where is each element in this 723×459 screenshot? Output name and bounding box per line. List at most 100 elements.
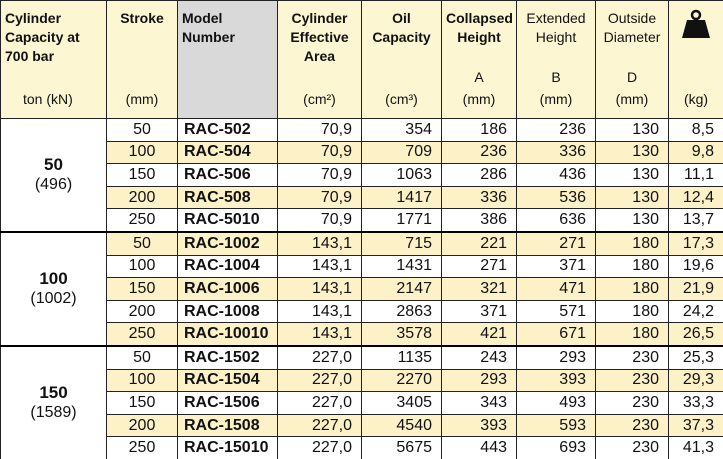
data-cell: 2147 (361, 277, 442, 301)
data-cell: 5675 (361, 436, 442, 459)
header-unit: (kg) (683, 91, 709, 107)
header-title: Collapsed Height (446, 10, 513, 45)
capacity-cell: 50 (496) (0, 117, 107, 233)
data-cell: 100 (106, 368, 178, 393)
data-cell: 230 (595, 436, 669, 459)
data-cell: 130 (595, 163, 669, 187)
data-cell: 230 (595, 368, 669, 393)
data-cell: 150 (106, 391, 178, 415)
data-cell: RAC-506 (177, 163, 278, 187)
header-cell: Outside Diameter D (mm) (595, 0, 669, 119)
data-cell: 243 (441, 344, 517, 370)
data-cell: 50 (106, 118, 178, 142)
data-cell: 2863 (361, 299, 442, 324)
data-cell: 26,5 (668, 322, 723, 347)
data-cell: 250 (106, 208, 178, 233)
header-row: Cylinder Capacity at 700 bar ton (kN) Stro… (0, 0, 723, 119)
data-cell: 180 (595, 277, 669, 301)
data-cell: 271 (441, 254, 517, 279)
header-title: Oil Capacity (372, 10, 431, 45)
data-cell: 3578 (361, 322, 442, 347)
data-cell: 293 (441, 368, 517, 393)
data-cell: 130 (595, 208, 669, 233)
data-cell: 709 (361, 140, 442, 165)
data-cell: 236 (441, 140, 517, 165)
data-cell: 336 (441, 185, 517, 210)
weight-icon-svg (682, 9, 710, 38)
data-cell: 9,8 (668, 140, 723, 165)
data-cell: 21,9 (668, 277, 723, 301)
data-cell: 221 (441, 230, 517, 256)
data-cell: RAC-504 (177, 140, 278, 165)
table-row: 150 RAC-506 70,9 1063 286 436 130 11,1 (1, 163, 723, 187)
data-cell: RAC-1504 (177, 368, 278, 393)
data-cell: 343 (441, 391, 517, 415)
header-unit: (mm) (462, 91, 496, 107)
data-cell: 180 (595, 230, 669, 256)
data-cell: 143,1 (277, 277, 362, 301)
data-cell: 130 (595, 118, 669, 142)
data-cell: 70,9 (277, 140, 362, 165)
data-cell: 230 (595, 344, 669, 370)
data-cell: 3405 (361, 391, 442, 415)
data-cell: 671 (516, 322, 596, 347)
table-row: 100 RAC-1004 143,1 1431 271 371 180 19,6 (1, 254, 723, 279)
data-cell: 143,1 (277, 299, 362, 324)
table-row: 200 RAC-508 70,9 1417 336 536 130 12,4 (1, 185, 723, 210)
data-cell: 70,9 (277, 208, 362, 233)
data-cell: 393 (516, 368, 596, 393)
table-row: 250 RAC-10010 143,1 3578 421 671 180 26,5 (1, 322, 723, 347)
data-cell: 1771 (361, 208, 442, 233)
table-row: 100 (1002) 50 RAC-1002 143,1 715 221 271 180 17,3 (0, 230, 723, 347)
data-cell: 471 (516, 277, 596, 301)
header-unit: (mm) (615, 91, 649, 107)
data-cell: RAC-1006 (177, 277, 278, 301)
header-unit: (mm) (539, 91, 573, 107)
data-cell: 571 (516, 299, 596, 324)
table-row: 200 RAC-1508 227,0 4540 393 593 230 37,3 (1, 413, 723, 438)
header-cell: Extended Height B (mm) (516, 0, 596, 119)
data-cell: RAC-1002 (177, 230, 278, 256)
data-cell: 33,3 (668, 391, 723, 415)
data-cell: RAC-5010 (177, 208, 278, 233)
data-cell: 436 (516, 163, 596, 187)
data-cell: 100 (106, 140, 178, 165)
data-cell: RAC-1502 (177, 344, 278, 370)
header-letter: A (474, 69, 484, 85)
data-cell: 293 (516, 344, 596, 370)
header-cell: Stroke (mm) (106, 0, 178, 119)
data-cell: 336 (516, 140, 596, 165)
data-cell: 130 (595, 140, 669, 165)
data-cell: 636 (516, 208, 596, 233)
data-cell: 236 (516, 118, 596, 142)
data-cell: 271 (516, 230, 596, 256)
data-cell: RAC-1008 (177, 299, 278, 324)
data-cell: 186 (441, 118, 517, 142)
data-cell: RAC-10010 (177, 322, 278, 347)
capacity-ton: 50 (44, 154, 63, 174)
data-cell: RAC-1506 (177, 391, 278, 415)
header-title: Model Number (182, 10, 235, 45)
data-cell: RAC-502 (177, 118, 278, 142)
data-cell: 230 (595, 413, 669, 438)
data-cell: 130 (595, 185, 669, 210)
data-cell: 200 (106, 185, 178, 210)
header-unit: (cm²) (303, 91, 336, 107)
data-cell: 593 (516, 413, 596, 438)
table-row: 250 RAC-5010 70,9 1771 386 636 130 13,7 (1, 208, 723, 233)
data-cell: 227,0 (277, 391, 362, 415)
data-cell: 1417 (361, 185, 442, 210)
data-cell: RAC-15010 (177, 436, 278, 459)
header-cell: Cylinder Capacity at 700 bar ton (kN) (0, 0, 107, 119)
data-cell: 150 (106, 163, 178, 187)
data-cell: 230 (595, 391, 669, 415)
data-cell: 354 (361, 118, 442, 142)
data-cell: 200 (106, 413, 178, 438)
table-row: 50 (496) 50 RAC-502 70,9 354 186 236 130 8,5 (0, 117, 723, 233)
data-cell: 1063 (361, 163, 442, 187)
data-cell: 19,6 (668, 254, 723, 279)
header-title: Stroke (120, 10, 164, 26)
data-cell: 1431 (361, 254, 442, 279)
